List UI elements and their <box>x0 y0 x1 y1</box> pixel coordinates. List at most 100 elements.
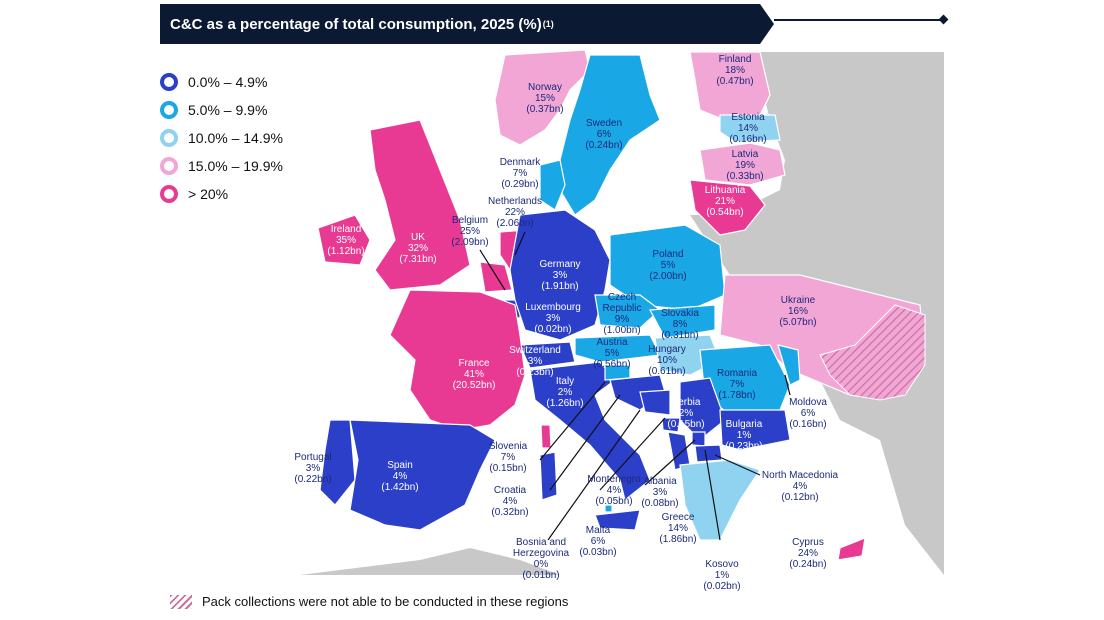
country-label-line: (0.54bn) <box>706 207 743 218</box>
country-label-portugal: Portugal 3% (0.22bn) <box>294 452 331 485</box>
country-label-line: (0.05bn) <box>595 496 632 507</box>
country-label-line: (0.23bn) <box>516 367 553 378</box>
country-label-line: 1% <box>715 570 730 581</box>
country-label-line: (0.47bn) <box>716 76 753 87</box>
country-label-line: Cyprus <box>792 537 824 548</box>
country-label-netherlands: Netherlands 22% (2.06bn) <box>488 196 542 229</box>
country-label-line: (0.31bn) <box>661 330 698 341</box>
country-shape-uk <box>369 119 471 291</box>
country-label-line: (0.02bn) <box>534 324 571 335</box>
country-label-line: (0.15bn) <box>489 463 526 474</box>
country-shape-italy <box>539 451 558 501</box>
country-shape-cyprus <box>837 537 866 561</box>
country-shape-france <box>540 424 552 449</box>
country-label-line: Norway <box>528 82 562 93</box>
country-label-north-macedonia: North Macedonia 4% (0.12bn) <box>762 470 839 503</box>
country-shape-montenegro <box>661 417 681 433</box>
country-label-line: Switzerland <box>509 345 561 356</box>
country-label-line: (2.09bn) <box>451 237 488 248</box>
country-label-line: Sweden <box>586 118 622 129</box>
country-label-germany: Germany 3% (1.91bn) <box>539 259 580 292</box>
country-shape-poland <box>609 224 726 311</box>
country-label-cyprus: Cyprus 24% (0.24bn) <box>789 537 826 570</box>
country-label-line: (0.16bn) <box>729 134 766 145</box>
country-label-line: Austria <box>596 337 628 348</box>
country-label-line: (1.26bn) <box>546 398 583 409</box>
country-label-line: (0.22bn) <box>294 474 331 485</box>
country-shape-greece <box>679 459 761 541</box>
country-shape-germany <box>509 209 611 341</box>
country-label-line: (1.78bn) <box>718 390 755 401</box>
country-label-line: (1.86bn) <box>659 534 696 545</box>
country-shape-czech-republic <box>594 294 661 329</box>
country-label-line: 22% <box>505 207 525 218</box>
country-label-line: 4% <box>503 496 518 507</box>
country-label-line: Bosnia and <box>516 537 566 548</box>
country-label-switzerland: Switzerland 3% (0.23bn) <box>509 345 561 378</box>
country-label-line: 7% <box>501 452 516 463</box>
map-title-bar: C&C as a percentage of total consumption… <box>160 4 760 44</box>
country-label-belgium: Belgium 25% (2.09bn) <box>451 215 488 248</box>
country-label-line: Slovenia <box>489 441 528 452</box>
country-label-hungary: Hungary 10% (0.61bn) <box>648 344 686 377</box>
country-label-romania: Romania 7% (1.78bn) <box>717 368 757 401</box>
country-label-line: Denmark <box>500 157 542 168</box>
country-label-line: 3% <box>546 313 561 324</box>
legend-label: 0.0% – 4.9% <box>188 74 268 90</box>
country-label-line: (1.91bn) <box>541 281 578 292</box>
country-label-line: (0.03bn) <box>579 547 616 558</box>
legend-ring-icon <box>160 101 178 119</box>
country-label-montenegro: Montenegro 4% (0.05bn) <box>587 474 641 507</box>
country-shape-italy <box>594 509 641 531</box>
country-label-kosovo: Kosovo 1% (0.02bn) <box>703 559 740 592</box>
country-label-line: Croatia <box>494 485 527 496</box>
country-label-latvia: Latvia 19% (0.33bn) <box>726 149 763 182</box>
country-label-line: 6% <box>597 129 612 140</box>
country-label-line: Poland <box>652 249 683 260</box>
country-label-line: Serbia <box>672 397 701 408</box>
country-label-moldova: Moldova 6% (0.16bn) <box>789 397 827 430</box>
country-label-line: (20.52bn) <box>453 380 496 391</box>
country-label-line: Romania <box>717 368 757 379</box>
country-label-line: 14% <box>668 523 688 534</box>
country-shape-ireland <box>317 214 371 266</box>
country-label-line: North Macedonia <box>762 470 839 481</box>
leader-lines <box>479 231 791 541</box>
country-label-line: 41% <box>464 369 484 380</box>
country-label-line: 1% <box>737 430 752 441</box>
country-shape-estonia <box>719 114 781 143</box>
country-label-line: 35% <box>336 235 356 246</box>
country-label-line: 18% <box>725 65 745 76</box>
country-label-italy: Italy 2% (1.26bn) <box>546 376 583 409</box>
legend-ring-icon <box>160 129 178 147</box>
country-label-line: Finland <box>719 54 752 65</box>
country-label-austria: Austria 5% (0.56bn) <box>593 337 630 370</box>
country-shape-bosnia-and-herzegovina <box>639 389 671 416</box>
legend-item-band-2: 5.0% – 9.9% <box>160 96 283 124</box>
country-shape-north-macedonia <box>694 444 723 463</box>
hatch-swatch-icon <box>170 594 192 609</box>
country-label-line: UK <box>411 232 425 243</box>
country-label-czech-republic: Czech Republic 9% (1.00bn) <box>603 292 642 336</box>
legend-label: > 20% <box>188 186 229 202</box>
country-label-albania: Albania 3% (0.08bn) <box>641 476 678 509</box>
country-label-spain: Spain 4% (1.42bn) <box>381 460 418 493</box>
country-label-line: 4% <box>607 485 622 496</box>
country-label-luxembourg: Luxembourg 3% (0.02bn) <box>525 302 581 335</box>
country-label-line: Belgium <box>452 215 488 226</box>
country-label-lithuania: Lithuania 21% (0.54bn) <box>705 185 746 218</box>
country-shape-lithuania <box>689 179 766 236</box>
title-footnote-marker: (1) <box>542 19 554 29</box>
country-label-denmark: Denmark 7% (0.29bn) <box>500 157 542 190</box>
country-label-line: (0.16bn) <box>789 419 826 430</box>
legend-ring-icon <box>160 185 178 203</box>
country-label-line: 25% <box>460 226 480 237</box>
country-label-line: 19% <box>735 160 755 171</box>
country-label-poland: Poland 5% (2.00bn) <box>649 249 686 282</box>
country-label-line: 5% <box>661 260 676 271</box>
country-label-line: Ukraine <box>781 295 816 306</box>
country-label-slovenia: Slovenia 7% (0.15bn) <box>489 441 528 474</box>
country-label-line: (1.12bn) <box>327 246 364 257</box>
hatched-region-ukraine-east <box>819 304 926 401</box>
